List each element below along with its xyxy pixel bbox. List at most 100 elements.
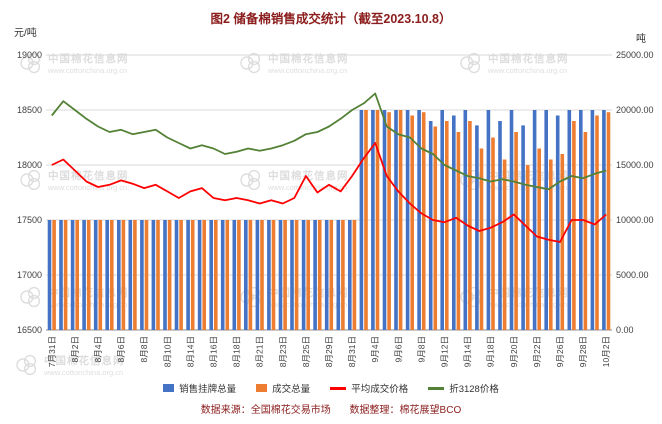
bar-listing [567, 110, 572, 330]
bar-deal [133, 220, 137, 330]
x-axis-label: 8月21日 [255, 336, 265, 367]
bar-listing [220, 220, 225, 330]
bar-listing [509, 110, 514, 330]
bar-deal [283, 220, 287, 330]
right-axis-tick: 25000.00 [616, 50, 654, 60]
bar-deal [190, 220, 195, 330]
bar-deal [502, 159, 507, 330]
data-source-text: 数据来源：全国棉花交易市场 [200, 405, 331, 416]
x-axis-label: 8月31日 [347, 336, 357, 367]
bar-deal [260, 220, 264, 330]
bar-deal [63, 220, 68, 330]
bar-deal [352, 220, 357, 330]
bar-deal [248, 220, 253, 330]
legend-label: 平均成交价格 [351, 384, 409, 395]
bar-listing [244, 220, 248, 330]
x-axis-label: 8月2日 [70, 336, 80, 362]
bar-listing [209, 220, 213, 330]
legend-item-3: 折3128价格 [428, 381, 499, 395]
chart-legend: 销售挂牌总量 成交总量 平均成交价格 折3128价格 [0, 381, 662, 395]
bar-deal [341, 220, 345, 330]
x-axis-label: 8月6日 [116, 336, 126, 362]
bar-deal [225, 220, 230, 330]
bar-deal [52, 220, 56, 330]
x-axis-label: 9月26日 [555, 336, 565, 367]
x-axis-label: 8月14日 [185, 336, 195, 367]
bar-listing [278, 220, 283, 330]
right-axis-unit-label: 吨 [636, 34, 646, 45]
x-axis-label: 9月4日 [370, 336, 380, 362]
bar-listing [463, 110, 468, 330]
bar-deal [456, 132, 461, 330]
bar-deal [445, 121, 449, 330]
bar-listing [186, 220, 190, 330]
bar-listing [117, 220, 121, 330]
legend-bar-swatch [256, 384, 268, 392]
bar-listing [475, 125, 479, 331]
legend-line-swatch [330, 386, 347, 390]
left-axis-tick: 18000 [17, 160, 42, 170]
bar-listing [93, 220, 98, 330]
bar-deal [583, 132, 588, 330]
bar-deal [294, 220, 299, 330]
x-axis-label: 8月23日 [278, 336, 288, 367]
bar-listing [59, 220, 63, 330]
data-editor-text: 数据整理：棉花展望BCO [349, 405, 462, 416]
bar-deal [410, 115, 414, 330]
x-axis-label: 9月8日 [416, 336, 426, 362]
bar-deal [525, 165, 530, 330]
bar-listing [498, 121, 502, 330]
bar-listing [532, 110, 537, 330]
x-axis-label: 9月12日 [440, 336, 450, 367]
bar-deal [364, 110, 368, 330]
bar-listing [590, 110, 595, 330]
bar-deal [271, 220, 276, 330]
bar-deal [237, 220, 241, 330]
bar-deal [375, 110, 380, 330]
bar-deal [491, 137, 495, 330]
bar-listing [82, 220, 86, 330]
bar-listing [324, 220, 329, 330]
bar-deal [549, 159, 553, 330]
bar-listing [197, 220, 202, 330]
bar-deal [572, 121, 576, 330]
bar-deal [306, 220, 310, 330]
bar-listing [417, 110, 421, 330]
bar-listing [128, 220, 133, 330]
right-axis-tick: 0.00 [616, 325, 634, 335]
bar-listing [428, 121, 433, 330]
line-series-0 [51, 142, 607, 243]
bar-deal [479, 148, 484, 330]
bar-deal [317, 220, 322, 330]
x-axis-label: 8月25日 [301, 336, 311, 367]
bar-deal [433, 126, 438, 330]
left-axis-unit-label: 元/吨 [14, 28, 37, 39]
bar-deal [156, 220, 160, 330]
bar-listing [394, 110, 398, 330]
bar-deal [421, 112, 426, 330]
left-axis-tick: 17500 [17, 215, 42, 225]
bar-listing [348, 220, 352, 330]
left-axis-tick: 17000 [17, 270, 42, 280]
x-axis-label: 8月29日 [324, 336, 334, 367]
legend-bar-swatch [163, 384, 175, 392]
bar-deal [110, 220, 114, 330]
left-axis-tick: 19000 [17, 50, 42, 60]
bar-deal [179, 220, 183, 330]
bar-deal [214, 220, 218, 330]
bar-listing [290, 220, 294, 330]
bar-listing [174, 220, 179, 330]
bar-listing [359, 110, 364, 330]
bar-deal [75, 220, 79, 330]
bar-deal [398, 110, 403, 330]
bar-deal [560, 154, 565, 330]
bar-listing [452, 115, 456, 330]
x-axis-label: 7月31日 [47, 336, 57, 367]
bar-deal [387, 112, 391, 330]
bar-listing [336, 220, 341, 330]
legend-label: 成交总量 [272, 384, 311, 395]
bar-listing [255, 220, 260, 330]
bar-listing [232, 220, 237, 330]
bar-listing [555, 115, 560, 330]
